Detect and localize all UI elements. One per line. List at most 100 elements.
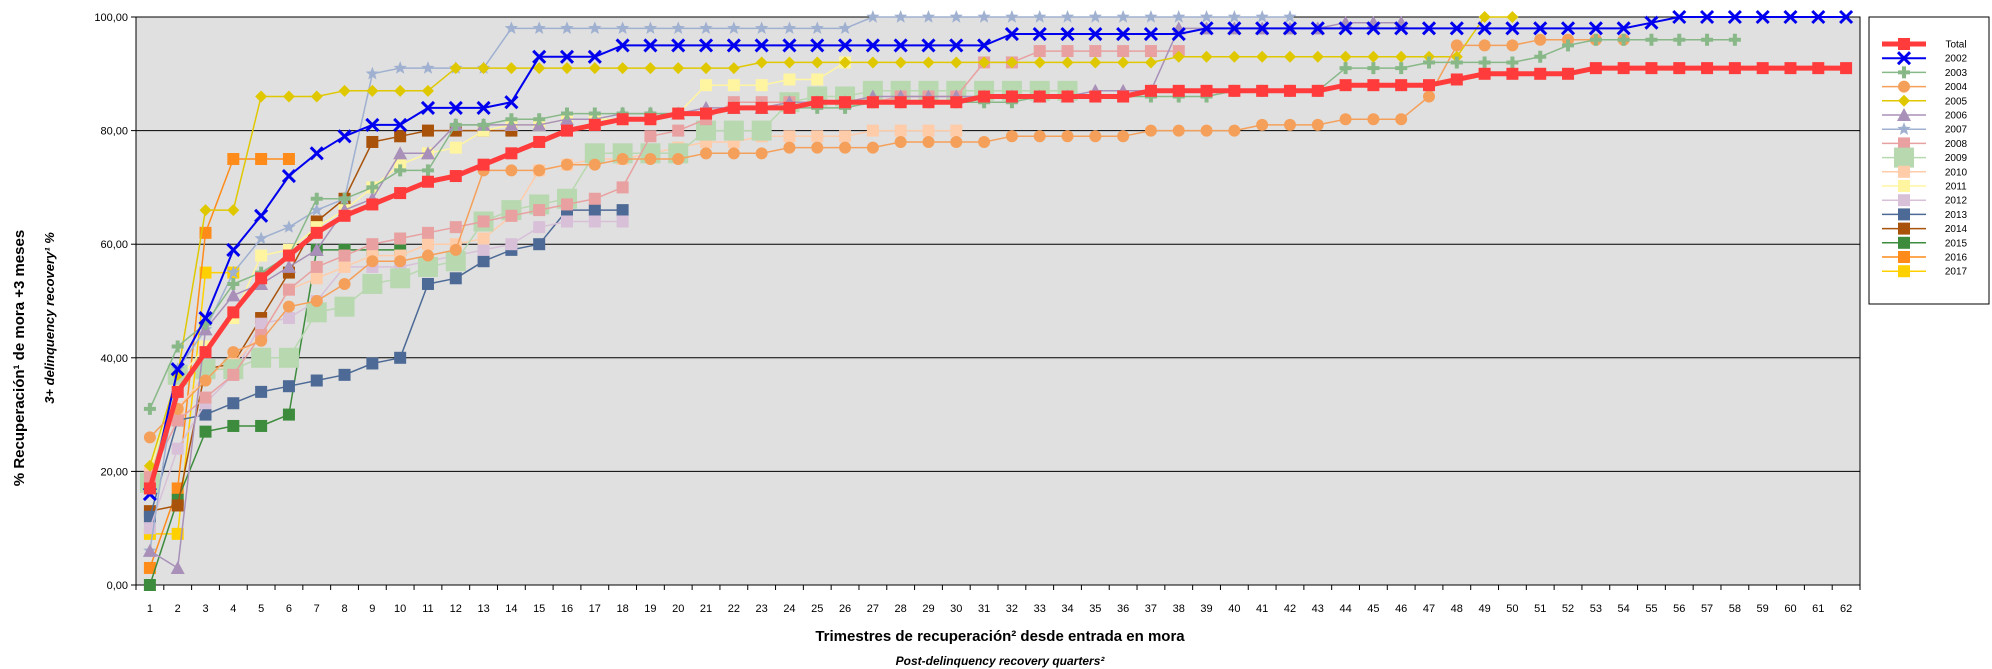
data-point — [811, 96, 824, 109]
data-point — [588, 118, 601, 131]
data-point — [310, 226, 323, 239]
data-point — [310, 272, 323, 285]
data-point — [1117, 130, 1130, 143]
legend-marker — [1898, 66, 1910, 79]
data-point — [644, 130, 657, 143]
data-point — [282, 312, 295, 325]
data-point — [282, 380, 295, 393]
data-point — [1200, 84, 1213, 97]
data-point — [394, 84, 407, 97]
data-point — [1116, 10, 1130, 23]
data-point — [1172, 50, 1185, 63]
data-point — [1534, 50, 1547, 63]
legend-box — [1868, 16, 1990, 305]
data-point — [644, 62, 657, 75]
data-point — [143, 561, 156, 574]
data-point — [1727, 9, 1742, 25]
data-point — [1367, 113, 1380, 126]
series-line — [148, 16, 1847, 495]
data-point — [950, 56, 963, 69]
x-tick-label: 39 — [1200, 603, 1212, 615]
data-point — [309, 242, 324, 256]
data-point — [1339, 113, 1352, 126]
data-point — [281, 168, 296, 184]
x-tick-label: 1 — [147, 603, 153, 615]
data-point — [950, 96, 963, 109]
x-tick-label: 17 — [589, 603, 601, 615]
x-tick-label: 42 — [1284, 603, 1296, 615]
legend-marker — [1898, 265, 1910, 278]
data-point — [866, 141, 879, 154]
data-point — [255, 419, 268, 432]
data-point — [1534, 67, 1547, 80]
data-point — [561, 215, 573, 228]
data-point — [366, 181, 379, 194]
data-point — [587, 49, 602, 64]
data-point — [199, 374, 212, 387]
data-point — [1506, 11, 1519, 23]
x-tick-label: 41 — [1256, 603, 1268, 615]
legend-label: 2010 — [1945, 167, 1968, 178]
data-point — [1227, 10, 1241, 23]
data-point — [1311, 118, 1324, 131]
legend-item-2007: 2007 — [1882, 122, 1968, 136]
x-tick-label: 7 — [314, 603, 320, 615]
data-point — [726, 38, 741, 53]
data-point — [1061, 90, 1074, 103]
data-point — [421, 175, 434, 188]
data-point — [894, 124, 907, 137]
data-point — [755, 21, 769, 34]
data-point — [170, 560, 185, 574]
data-point — [449, 118, 462, 131]
data-point — [1783, 9, 1798, 25]
data-point — [810, 21, 824, 34]
data-point — [1255, 10, 1269, 23]
data-point — [394, 130, 407, 143]
legend-item-total: Total — [1882, 38, 1967, 51]
data-point — [310, 90, 323, 103]
data-point — [1423, 79, 1435, 92]
x-tick-label: 52 — [1562, 603, 1574, 615]
legend-item-2009: 2009 — [1882, 147, 1968, 168]
data-point — [366, 198, 379, 211]
data-point — [1478, 67, 1491, 80]
data-point — [1089, 90, 1102, 103]
data-point — [445, 251, 466, 272]
series-2004 — [143, 33, 1630, 444]
legend-item-2015: 2015 — [1882, 236, 1968, 249]
data-point — [255, 153, 268, 165]
data-point — [894, 10, 908, 23]
data-point — [1228, 50, 1241, 63]
data-point — [227, 346, 240, 359]
data-point — [893, 38, 908, 53]
data-point — [366, 238, 379, 251]
data-point — [977, 10, 991, 23]
x-tick-label: 34 — [1061, 603, 1073, 615]
data-point — [1061, 45, 1074, 58]
data-point — [1367, 62, 1380, 75]
data-point — [838, 21, 852, 34]
data-point — [783, 101, 796, 114]
data-point — [810, 38, 825, 53]
data-point — [560, 21, 574, 34]
data-point — [281, 259, 296, 273]
legend-item-2003: 2003 — [1882, 66, 1968, 79]
data-point — [1283, 10, 1297, 23]
data-point — [922, 135, 935, 148]
data-point — [1228, 124, 1241, 137]
x-tick-label: 3 — [202, 603, 208, 615]
data-point — [978, 90, 991, 103]
x-tick-label: 58 — [1729, 603, 1741, 615]
data-point — [894, 56, 907, 69]
data-point — [672, 153, 685, 165]
data-point — [1143, 26, 1159, 42]
legend-marker — [1898, 222, 1910, 235]
data-point — [839, 130, 852, 143]
data-point — [533, 62, 546, 75]
data-point — [394, 164, 407, 177]
data-point — [1283, 84, 1296, 97]
data-point — [449, 141, 462, 154]
data-point — [616, 215, 629, 228]
data-point — [505, 62, 518, 75]
